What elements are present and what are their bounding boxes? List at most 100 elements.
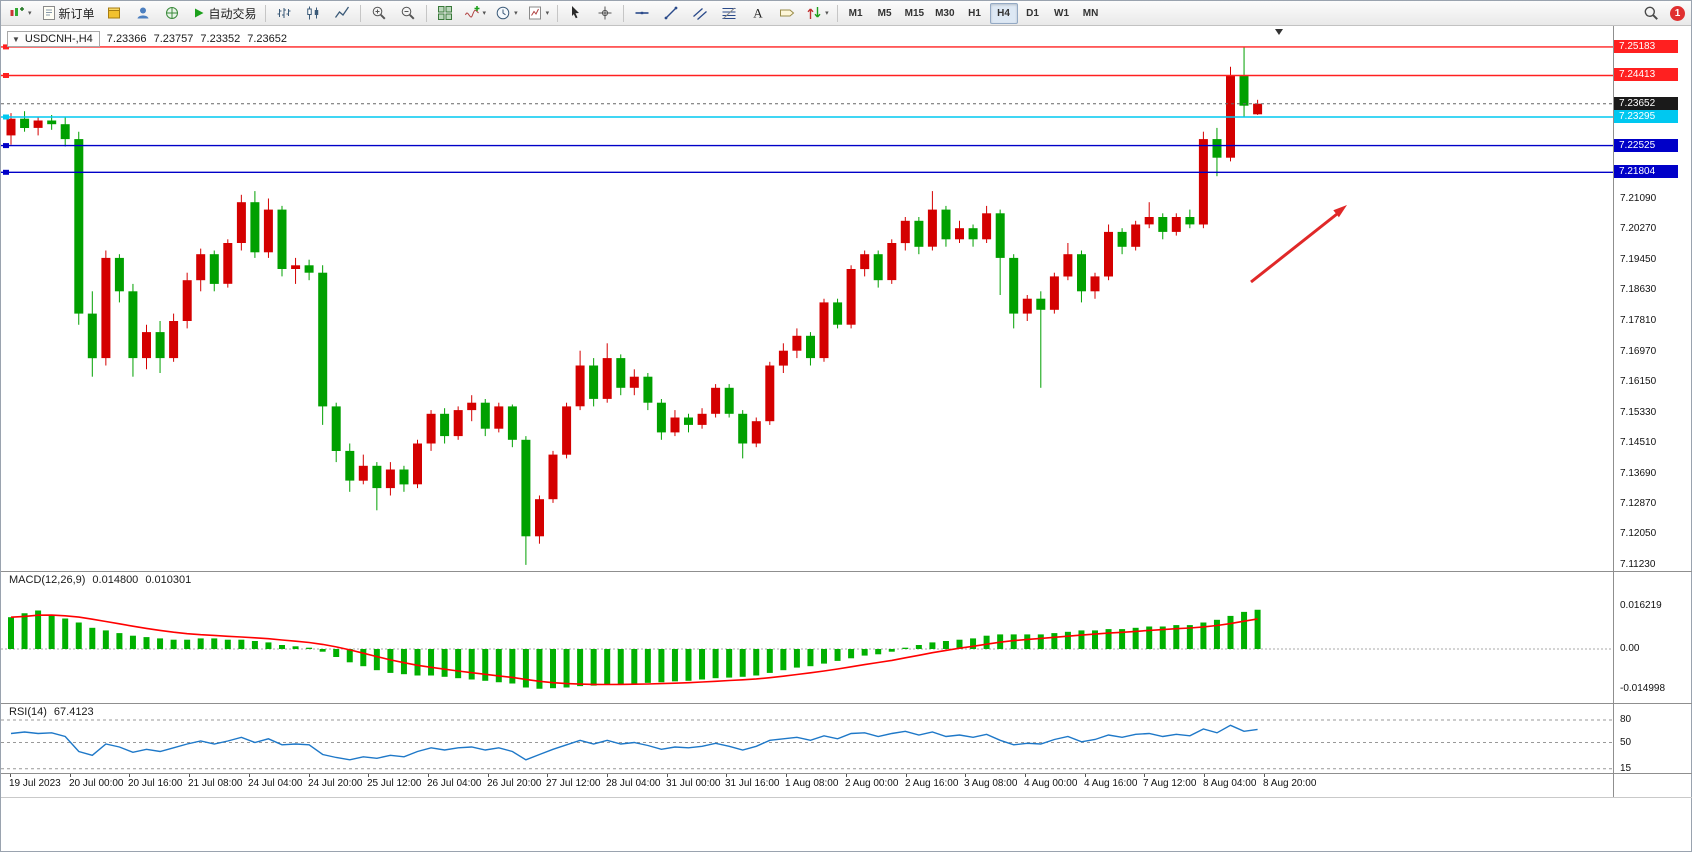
- line-chart-icon: [334, 5, 350, 21]
- timeframe-m15-button[interactable]: M15: [904, 7, 925, 19]
- time-tick-label: 20 Jul 00:00: [69, 778, 124, 789]
- line-handle[interactable]: [3, 114, 9, 120]
- web-button[interactable]: [158, 2, 186, 25]
- high-value: 7.23757: [153, 33, 194, 45]
- candle-body: [995, 213, 1005, 258]
- price-chart-canvas[interactable]: [1, 26, 1613, 571]
- equidistant-channel-button[interactable]: [686, 2, 714, 25]
- timeframe-d1-button[interactable]: D1: [1026, 7, 1039, 19]
- toolbar-left-group: ▾ 新订单 自动交易 ▾ ▾ ▾ A ▾ M1 M5 M15 M30 H1 H4 D1 W1 MN: [5, 2, 1105, 25]
- notification-badge[interactable]: 1: [1670, 5, 1685, 21]
- shift-marker-icon[interactable]: [1275, 29, 1283, 35]
- trend-arrow-head[interactable]: [1333, 205, 1347, 218]
- indicators-icon: [464, 5, 480, 21]
- rsi-canvas[interactable]: [1, 703, 1613, 773]
- toolbar-separator: [623, 4, 625, 22]
- new-chart-button[interactable]: ▾: [5, 2, 36, 25]
- candle-body: [562, 406, 572, 455]
- price-tick-label: 7.13690: [1620, 468, 1657, 479]
- price-tick-label: 7.14510: [1620, 437, 1657, 448]
- ohlc-values: 7.23366 7.23757 7.23352 7.23652: [107, 33, 291, 45]
- panel-separator[interactable]: [1, 571, 1692, 572]
- indicators-button[interactable]: ▾: [460, 2, 491, 25]
- candle-body: [1253, 103, 1263, 115]
- timeframe-h4-button[interactable]: H4: [989, 2, 1018, 24]
- candle-body: [1198, 139, 1208, 225]
- auto-trading-button[interactable]: 自动交易: [187, 2, 261, 25]
- panel-separator[interactable]: [1, 703, 1692, 704]
- toolbar-separator: [425, 4, 427, 22]
- candle-body: [494, 406, 504, 429]
- time-tick-mark: [70, 774, 71, 777]
- line-handle[interactable]: [3, 169, 9, 175]
- candle-body: [33, 120, 43, 128]
- new-order-button[interactable]: 新订单: [37, 2, 99, 25]
- time-tick-mark: [726, 774, 727, 777]
- community-button[interactable]: [129, 2, 157, 25]
- candle-body: [250, 202, 260, 253]
- line-chart-button[interactable]: [328, 2, 356, 25]
- price-chart-panel: ▼ USDCNH-,H4 7.23366 7.23757 7.23352 7.2…: [1, 26, 1613, 571]
- candle-body: [968, 228, 978, 240]
- time-tick-mark: [249, 774, 250, 777]
- candle-body: [507, 406, 517, 440]
- candle-body: [440, 413, 450, 437]
- price-axis[interactable]: 7.21090 7.20270 7.19450 7.18630 7.17810 7.169…: [1614, 26, 1692, 797]
- periods-button[interactable]: ▾: [491, 2, 522, 25]
- macd-name: MACD(12,26,9): [9, 574, 86, 586]
- time-tick-mark: [1204, 774, 1205, 777]
- trendline-icon: [663, 5, 679, 21]
- candle-body: [711, 387, 721, 414]
- timeframe-m1-button[interactable]: M1: [848, 7, 863, 19]
- candle-body: [860, 254, 870, 270]
- tile-windows-icon: [437, 5, 453, 21]
- timeframe-h1-button[interactable]: H1: [968, 7, 981, 19]
- macd-main-value: 0.014800: [92, 574, 139, 586]
- line-handle[interactable]: [3, 143, 9, 149]
- crosshair-button[interactable]: [591, 2, 619, 25]
- line-handle[interactable]: [3, 44, 9, 50]
- candle-body: [575, 365, 585, 407]
- candle-body: [1212, 139, 1222, 158]
- dropdown-caret-icon: ▾: [545, 9, 550, 17]
- tile-windows-button[interactable]: [431, 2, 459, 25]
- candle-body: [629, 376, 639, 388]
- candle-body: [74, 139, 84, 314]
- timeframe-m5-button[interactable]: M5: [877, 7, 892, 19]
- time-tick-mark: [906, 774, 907, 777]
- macd-canvas[interactable]: [1, 571, 1613, 703]
- timeframe-mn-button[interactable]: MN: [1082, 7, 1099, 19]
- time-tick-label: 21 Jul 08:00: [188, 778, 243, 789]
- candle-body: [277, 209, 287, 269]
- candle-body: [480, 402, 490, 429]
- price-tick-label: 7.17810: [1620, 315, 1657, 326]
- zoom-out-button[interactable]: [394, 2, 422, 25]
- box-icon: [106, 5, 122, 21]
- timeframe-w1-button[interactable]: W1: [1054, 7, 1070, 19]
- timeframe-m30-button[interactable]: M30: [935, 7, 955, 19]
- text-label-button[interactable]: [773, 2, 801, 25]
- market-button[interactable]: [100, 2, 128, 25]
- search-button[interactable]: [1637, 2, 1665, 25]
- candle-body: [643, 376, 653, 403]
- text-button[interactable]: A: [744, 2, 772, 25]
- candle-body: [1171, 217, 1181, 232]
- candlestick-button[interactable]: [299, 2, 327, 25]
- symbol-selector[interactable]: ▼ USDCNH-,H4: [7, 31, 100, 47]
- candle-body: [1090, 276, 1100, 292]
- candle-body: [792, 335, 802, 351]
- zoom-in-button[interactable]: [365, 2, 393, 25]
- line-handle[interactable]: [3, 73, 9, 78]
- candlestick-icon: [305, 5, 321, 21]
- horizontal-line-button[interactable]: [628, 2, 656, 25]
- trend-arrow[interactable]: [1250, 212, 1338, 284]
- time-axis[interactable]: 19 Jul 2023 20 Jul 00:00 20 Jul 16:00 21 Ju…: [1, 773, 1613, 797]
- templates-button[interactable]: ▾: [523, 2, 554, 25]
- cursor-button[interactable]: [562, 2, 590, 25]
- panel-separator: [1, 797, 1692, 798]
- bar-chart-button[interactable]: [270, 2, 298, 25]
- arrows-button[interactable]: ▾: [802, 2, 833, 25]
- fibonacci-button[interactable]: [715, 2, 743, 25]
- trendline-button[interactable]: [657, 2, 685, 25]
- panel-separator: [1, 773, 1692, 774]
